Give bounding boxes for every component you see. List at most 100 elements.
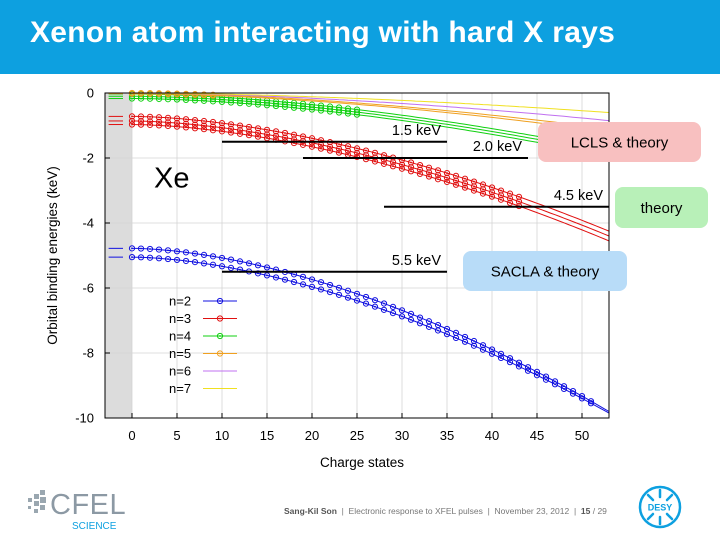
data-point	[209, 127, 217, 134]
data-point	[281, 129, 289, 137]
data-point-center	[446, 181, 448, 183]
data-point-center	[221, 126, 223, 129]
legend-marker-center	[219, 352, 221, 355]
data-point	[317, 107, 325, 114]
data-point	[137, 113, 145, 120]
data-point	[362, 300, 370, 307]
legend-label: n=6	[169, 364, 191, 379]
data-point-center	[320, 288, 322, 291]
data-point-center	[464, 182, 466, 185]
data-point	[434, 176, 442, 183]
data-point-center	[455, 183, 457, 186]
data-point	[425, 323, 433, 330]
data-point-center	[212, 255, 214, 258]
data-point	[236, 127, 244, 134]
data-point-center	[473, 185, 475, 188]
data-point-center	[176, 122, 178, 124]
data-point-center	[320, 147, 322, 150]
data-point	[479, 186, 487, 193]
data-point-center	[293, 106, 295, 109]
data-point-center	[392, 312, 394, 314]
series-line-n=2	[132, 247, 610, 412]
data-point	[137, 245, 145, 252]
data-point-center	[365, 296, 367, 298]
data-point-center	[185, 118, 187, 121]
data-point-center	[482, 348, 484, 351]
data-point	[236, 100, 244, 107]
data-point-center	[356, 292, 358, 295]
data-point-center	[455, 179, 457, 182]
data-point	[587, 400, 595, 407]
data-point	[227, 129, 235, 136]
data-point	[407, 310, 415, 318]
data-point	[200, 251, 208, 259]
title-bar: Xenon atom interacting with hard X rays	[0, 0, 720, 74]
data-point-center	[302, 135, 304, 138]
data-point	[218, 254, 226, 262]
data-point	[506, 199, 514, 206]
data-point-center	[500, 357, 502, 359]
data-point	[506, 195, 514, 202]
data-point	[218, 263, 226, 270]
data-point-center	[401, 163, 403, 166]
data-point	[227, 121, 235, 128]
data-point	[452, 181, 460, 188]
x-tick-label: 40	[485, 428, 499, 443]
y-tick-label: -2	[82, 151, 94, 166]
data-point-center	[230, 127, 232, 130]
data-point-center	[149, 256, 151, 259]
data-point	[326, 289, 334, 296]
data-point	[155, 255, 163, 262]
data-point	[416, 161, 424, 169]
data-point-center	[212, 125, 214, 128]
data-point-center	[590, 402, 592, 405]
callout-label: theory	[641, 200, 683, 217]
data-point	[371, 149, 379, 156]
data-point-center	[194, 261, 196, 264]
data-point-center	[320, 143, 322, 146]
data-point-center	[455, 331, 457, 334]
x-tick-label: 35	[440, 428, 454, 443]
series-line-n=7	[132, 92, 610, 113]
data-point	[506, 355, 514, 362]
callout-box	[538, 122, 701, 162]
data-point-center	[239, 260, 241, 263]
data-point	[209, 118, 217, 126]
data-point-center	[212, 94, 214, 97]
data-point	[146, 254, 154, 261]
data-point-center	[167, 116, 169, 119]
data-point	[164, 114, 172, 121]
data-point-center	[239, 132, 241, 135]
data-point	[173, 91, 181, 98]
data-point-center	[275, 130, 277, 133]
data-point	[281, 103, 289, 110]
data-point-center	[374, 305, 376, 308]
data-point	[344, 110, 352, 117]
data-point	[137, 90, 145, 97]
data-point	[443, 331, 451, 338]
data-point	[569, 390, 577, 397]
data-point	[146, 113, 154, 120]
data-point-center	[257, 264, 259, 267]
data-point	[263, 272, 271, 279]
data-point	[245, 260, 253, 267]
data-point	[380, 300, 388, 307]
data-point-center	[464, 336, 466, 338]
data-point	[272, 132, 280, 140]
data-point	[128, 245, 136, 252]
data-point	[128, 121, 136, 128]
data-point	[488, 346, 496, 353]
data-point	[227, 125, 235, 132]
data-point	[389, 163, 397, 170]
legend-marker	[216, 332, 224, 340]
data-point	[236, 122, 244, 129]
data-point	[398, 165, 406, 172]
footer-text: Sang-Kil Son | Electronic response to XF…	[284, 506, 607, 516]
data-point	[344, 143, 352, 150]
data-point	[254, 129, 262, 137]
data-point-center	[482, 188, 484, 191]
data-point	[173, 115, 181, 122]
data-point	[182, 120, 190, 127]
data-point-center	[266, 266, 268, 269]
